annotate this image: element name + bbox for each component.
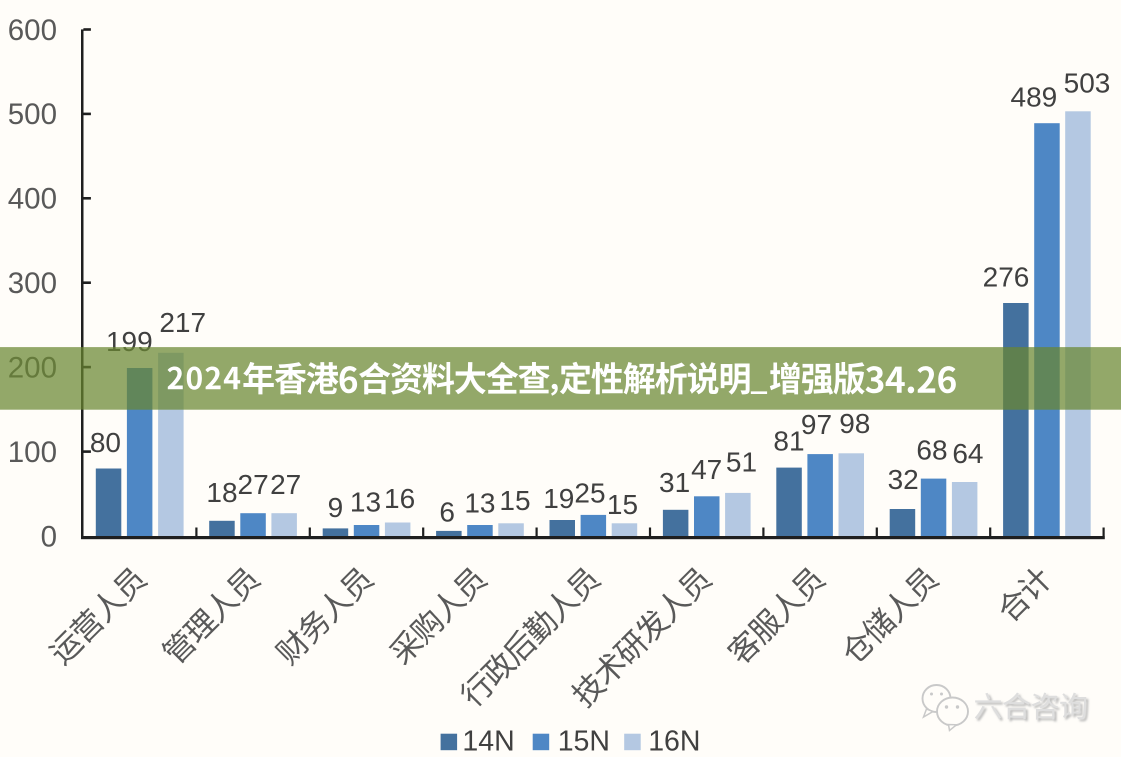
svg-text:400: 400 xyxy=(8,183,57,216)
svg-text:15: 15 xyxy=(499,485,530,516)
svg-text:81: 81 xyxy=(773,426,804,457)
svg-text:217: 217 xyxy=(159,307,206,338)
svg-text:64: 64 xyxy=(952,438,983,469)
svg-text:600: 600 xyxy=(8,14,57,47)
svg-text:13: 13 xyxy=(464,487,495,518)
svg-text:98: 98 xyxy=(839,408,870,439)
svg-text:14N: 14N xyxy=(462,726,514,758)
svg-text:500: 500 xyxy=(8,98,57,131)
svg-text:300: 300 xyxy=(8,267,57,300)
svg-text:0: 0 xyxy=(41,520,57,553)
svg-text:27: 27 xyxy=(270,469,301,500)
svg-text:15N: 15N xyxy=(558,726,610,758)
svg-text:19: 19 xyxy=(543,483,574,514)
svg-text:16N: 16N xyxy=(648,726,700,758)
svg-text:27: 27 xyxy=(238,469,269,500)
svg-text:503: 503 xyxy=(1064,68,1111,99)
svg-text:51: 51 xyxy=(726,446,757,477)
svg-text:31: 31 xyxy=(659,467,690,498)
svg-text:13: 13 xyxy=(350,486,381,517)
svg-text:6: 6 xyxy=(439,496,455,527)
svg-text:18: 18 xyxy=(206,477,237,508)
svg-text:489: 489 xyxy=(1011,82,1058,113)
svg-text:68: 68 xyxy=(916,435,947,466)
svg-text:276: 276 xyxy=(983,262,1030,293)
svg-text:32: 32 xyxy=(888,464,919,495)
svg-text:9: 9 xyxy=(328,492,344,523)
svg-text:16: 16 xyxy=(384,483,415,514)
svg-text:97: 97 xyxy=(801,409,832,440)
svg-text:15: 15 xyxy=(607,489,638,520)
svg-text:80: 80 xyxy=(90,427,121,458)
svg-text:25: 25 xyxy=(574,478,605,509)
svg-text:47: 47 xyxy=(691,454,722,485)
svg-text:100: 100 xyxy=(8,436,57,469)
